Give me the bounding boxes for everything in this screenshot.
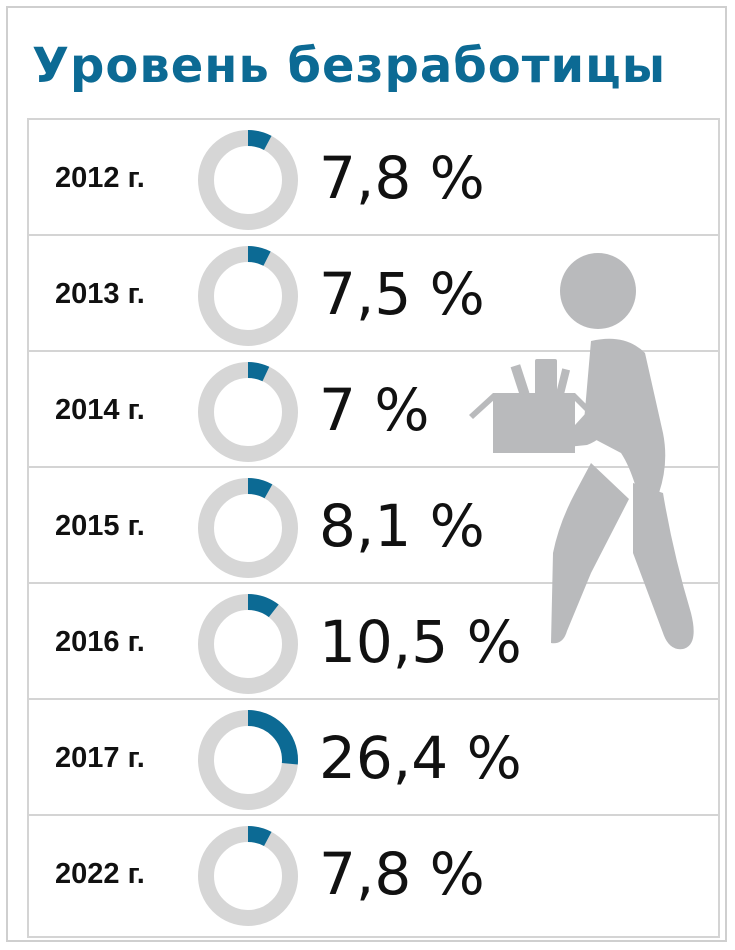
page-title: Уровень безработицы [32,38,667,94]
donut-value-arc [198,130,298,230]
donut-value-arc [198,594,298,694]
donut-chart [198,826,298,926]
donut-track [198,130,298,230]
year-label: 2022 г. [55,858,145,890]
donut-chart [198,710,298,810]
donut-chart [198,478,298,578]
donut-chart [198,362,298,462]
donut-track [198,594,298,694]
year-label: 2017 г. [55,742,145,774]
table-row: 2022 г. 7,8 % [29,816,718,932]
donut-value-arc [198,826,298,926]
value-label: 7,8 % [319,840,485,908]
person-carrying-box-icon [469,253,694,650]
value-label: 7,8 % [319,144,485,212]
donut-chart [198,246,298,346]
value-label: 8,1 % [319,492,485,560]
donut-value-arc [198,246,298,346]
donut-track [198,362,298,462]
donut-value-arc [198,362,298,462]
value-label: 26,4 % [319,724,522,792]
donut-chart [198,594,298,694]
donut-track [198,246,298,346]
infographic-frame: Уровень безработицы 2012 г. 7,8 % 2013 г. 7… [6,6,727,942]
donut-value-arc [198,478,298,578]
year-label: 2015 г. [55,510,145,542]
donut-track [198,478,298,578]
value-label: 7 % [319,376,430,444]
table-row: 2013 г. 7,5 % [29,236,718,352]
donut-value-arc [198,710,298,810]
value-label: 10,5 % [319,608,522,676]
year-label: 2012 г. [55,162,145,194]
table-row: 2015 г. 8,1 % [29,468,718,584]
donut-track [198,826,298,926]
donut-chart [198,130,298,230]
table-row: 2016 г. 10,5 % [29,584,718,700]
table-row: 2012 г. 7,8 % [29,120,718,236]
value-label: 7,5 % [319,260,485,328]
unemployment-table: 2012 г. 7,8 % 2013 г. 7,5 % 2014 г. 7 % 2015 г… [27,118,720,938]
year-label: 2013 г. [55,278,145,310]
year-label: 2016 г. [55,626,145,658]
table-row: 2014 г. 7 % [29,352,718,468]
year-label: 2014 г. [55,394,145,426]
table-row: 2017 г. 26,4 % [29,700,718,816]
